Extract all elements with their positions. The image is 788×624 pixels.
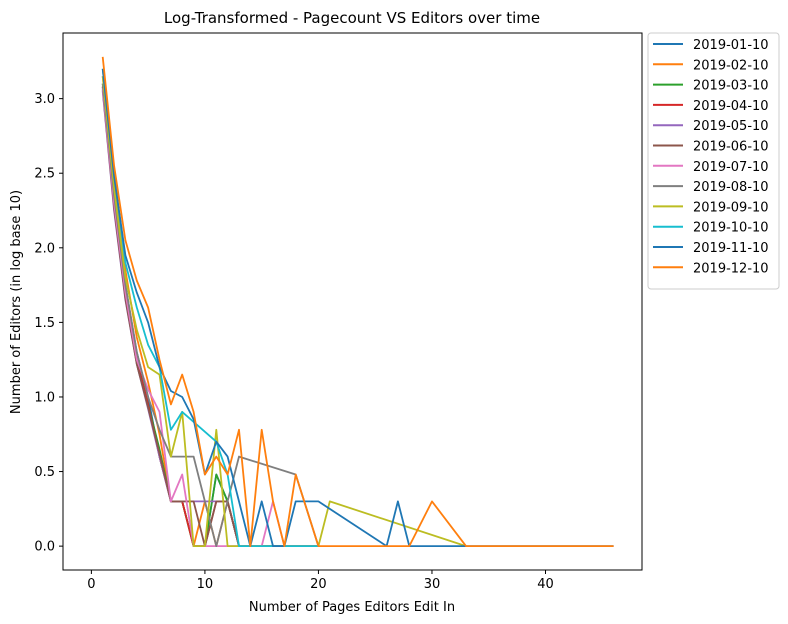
y-tick-label: 0.5	[34, 465, 55, 480]
legend-label: 2019-07-10	[693, 160, 769, 175]
x-axis: 0 10 20 30 40	[87, 570, 554, 592]
chart-title: Log-Transformed - Pagecount VS Editors o…	[164, 9, 540, 27]
series-line-12	[101, 56, 614, 547]
series-line-7	[101, 88, 319, 547]
y-tick-label: 2.5	[34, 167, 55, 182]
y-tick-label: 3.0	[34, 92, 55, 107]
plot-area-frame	[62, 32, 643, 571]
x-axis-label: Number of Pages Editors Edit In	[249, 600, 455, 615]
series-line-3	[101, 83, 319, 547]
legend-label: 2019-10-10	[693, 221, 769, 236]
legend-frame	[647, 32, 780, 290]
x-tick-label: 40	[537, 577, 554, 592]
legend-label: 2019-05-10	[693, 119, 769, 134]
x-tick-label: 10	[197, 577, 214, 592]
legend-label: 2019-09-10	[693, 200, 769, 215]
y-axis: 0.0 0.5 1.0 1.5 2.0 2.5 3.0	[34, 92, 63, 555]
series-line-2	[101, 76, 319, 547]
x-tick-label: 0	[87, 577, 95, 592]
legend-label: 2019-06-10	[693, 140, 769, 155]
legend-label: 2019-01-10	[693, 38, 769, 53]
legend-label: 2019-03-10	[693, 79, 769, 94]
legend-label: 2019-02-10	[693, 58, 769, 73]
legend-label: 2019-12-10	[693, 261, 769, 276]
series-line-9	[101, 76, 467, 547]
x-tick-label: 20	[310, 577, 327, 592]
series-line-10	[101, 68, 319, 547]
legend: 2019-01-10 2019-02-10 2019-03-10 2019-04-10…	[647, 32, 780, 290]
y-tick-label: 2.0	[34, 241, 55, 256]
legend-label: 2019-08-10	[693, 180, 769, 195]
y-axis-label: Number of Editors (in log base 10)	[9, 190, 24, 414]
y-tick-label: 1.0	[34, 390, 55, 405]
series-line-11	[101, 68, 614, 547]
y-tick-label: 0.0	[34, 540, 55, 555]
series-line-8	[101, 83, 320, 547]
legend-label: 2019-04-10	[693, 99, 769, 114]
plot-lines	[101, 56, 614, 547]
legend-label: 2019-11-10	[693, 241, 769, 256]
x-tick-label: 30	[424, 577, 441, 592]
series-line-1	[101, 86, 319, 547]
series-line-4	[101, 86, 319, 547]
y-tick-label: 1.5	[34, 316, 55, 331]
